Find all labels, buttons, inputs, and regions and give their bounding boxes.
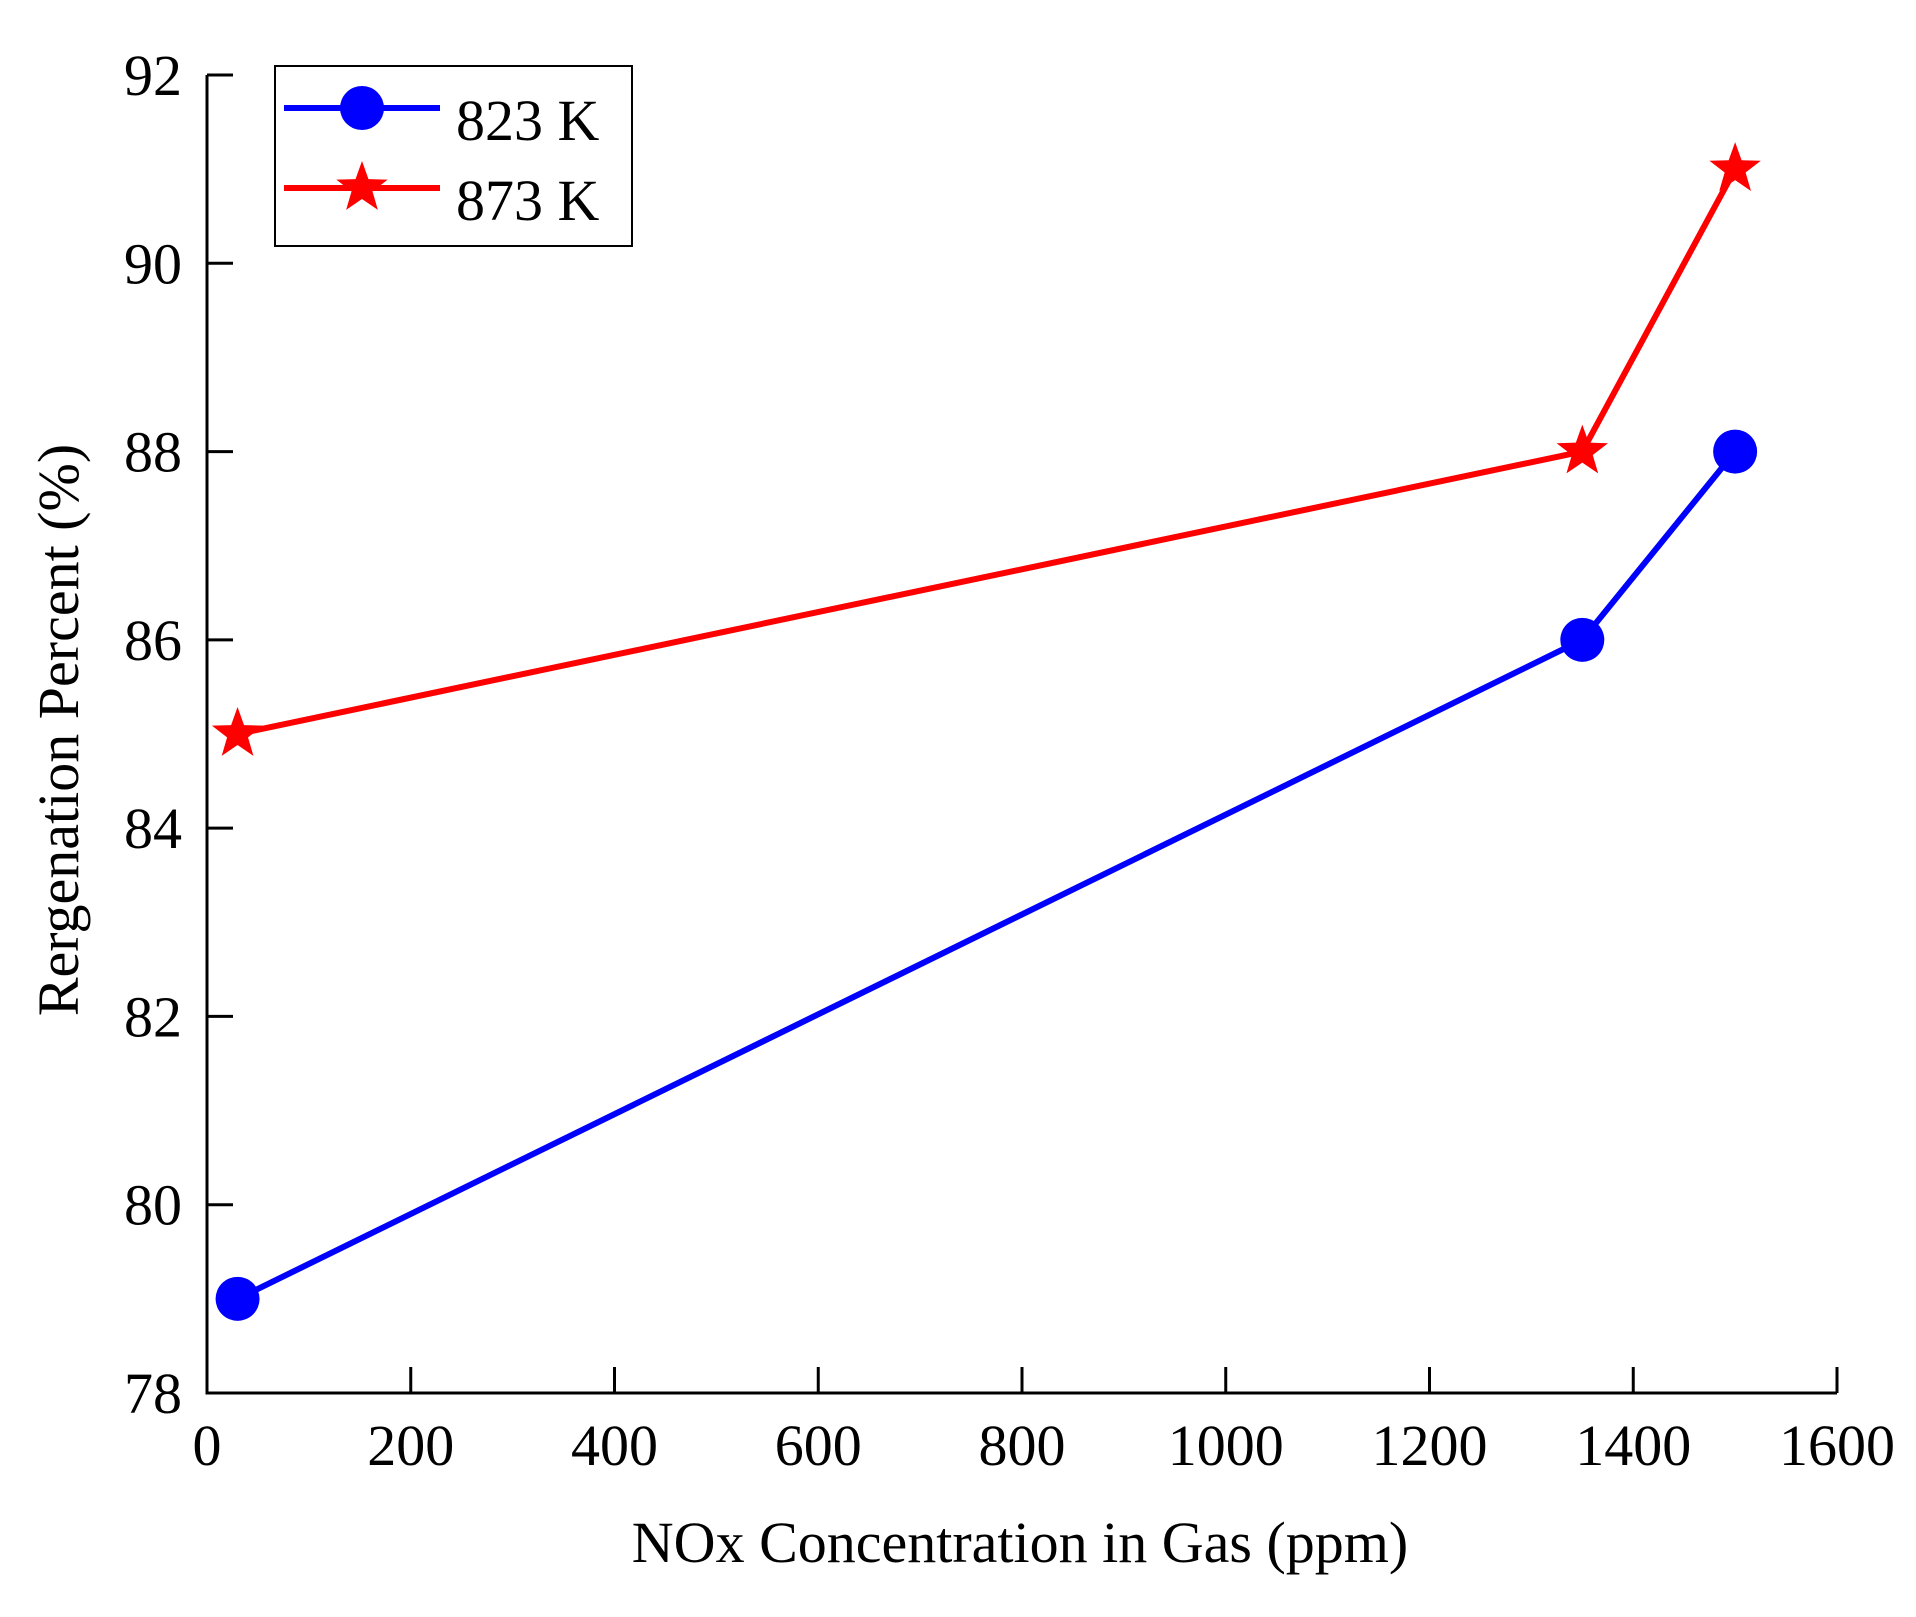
- y-tick-label: 84: [124, 796, 182, 861]
- y-axis: 78 80 82 84 86 88 90 92: [124, 43, 233, 1426]
- legend-entry-823k: [284, 86, 440, 130]
- x-tick-label: 1600: [1779, 1413, 1895, 1478]
- data-point: [1560, 617, 1605, 662]
- y-tick-label: 86: [124, 608, 182, 673]
- y-tick-label: 90: [124, 231, 182, 296]
- data-point: [211, 707, 264, 756]
- data-point: [215, 1276, 260, 1321]
- x-tick-label: 1000: [1168, 1413, 1284, 1478]
- legend-label-873k: 873 K: [456, 168, 600, 233]
- x-tick-label: 0: [193, 1413, 222, 1478]
- x-tick-label: 1200: [1372, 1413, 1488, 1478]
- x-axis: 0 200 400 600 800 1000 1200 1400 1600: [193, 1367, 1895, 1478]
- legend: 823 K 873 K: [274, 65, 633, 247]
- series-873k: [211, 142, 1761, 756]
- x-tick-label: 600: [775, 1413, 862, 1478]
- y-tick-label: 82: [124, 984, 182, 1049]
- y-tick-label: 92: [124, 43, 182, 108]
- y-tick-label: 80: [124, 1173, 182, 1238]
- data-point: [1556, 424, 1608, 474]
- legend-marker: [340, 86, 384, 130]
- legend-box: [274, 65, 633, 247]
- legend-marker: [336, 161, 388, 210]
- y-tick-label: 88: [124, 420, 182, 485]
- x-tick-label: 400: [571, 1413, 658, 1478]
- x-tick-label: 800: [979, 1413, 1066, 1478]
- series-823k: [215, 429, 1758, 1321]
- y-axis-label: Rergenation Percent (%): [26, 444, 91, 1016]
- y-tick-label: 78: [124, 1361, 182, 1426]
- data-point: [1713, 429, 1758, 474]
- x-tick-label: 200: [367, 1413, 454, 1478]
- series-layer: [211, 142, 1761, 1321]
- x-axis-label: NOx Concentration in Gas (ppm): [632, 1510, 1408, 1575]
- x-tick-label: 1400: [1575, 1413, 1691, 1478]
- legend-entry-873k: [284, 161, 440, 210]
- legend-label-823k: 823 K: [456, 88, 600, 153]
- data-point: [1709, 142, 1761, 191]
- series-line: [236, 167, 1738, 737]
